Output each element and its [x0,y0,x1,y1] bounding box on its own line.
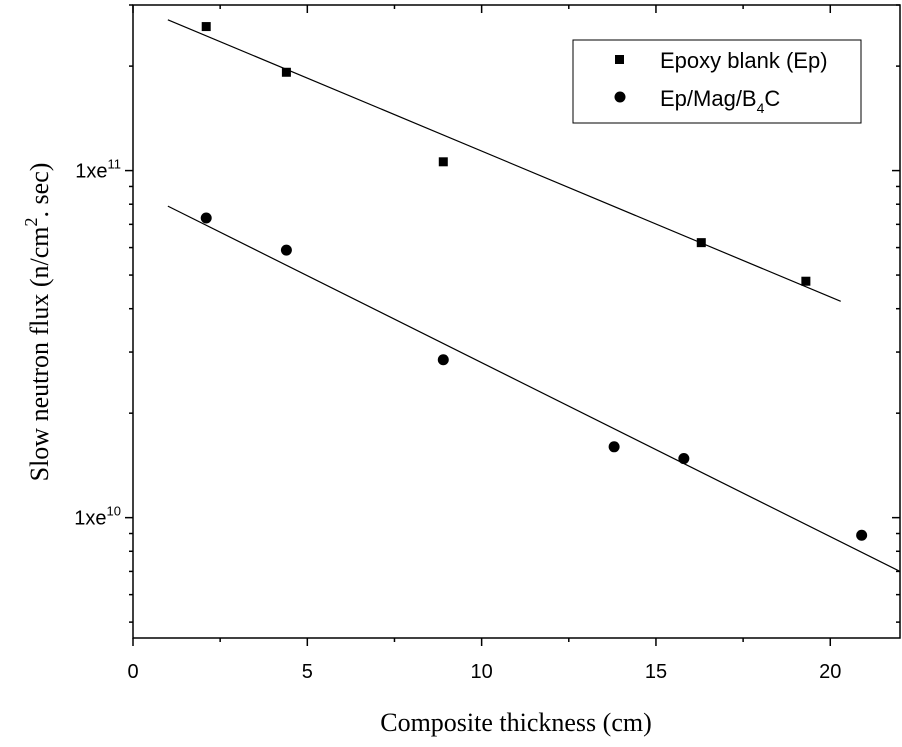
fit-lines [167,19,901,572]
legend: Epoxy blank (Ep) Ep/Mag/B4C [572,39,862,124]
legend-marker-square [615,55,624,64]
data-point-ep-mag-b4c [437,354,449,366]
data-point-ep-mag-b4c [608,441,620,453]
y-axis-title-sup: 2 [21,217,41,226]
x-tick-label: 0 [127,661,138,683]
data-point-epoxy [438,157,448,167]
legend-label-ep-mag-b4c-main: Ep/Mag/B [660,86,757,111]
data-points [200,22,868,541]
data-point-epoxy [801,276,811,286]
data-point-epoxy [281,67,291,77]
legend-marker-circle [614,91,626,103]
y-tick-label: 1xe11 [75,157,121,183]
data-point-epoxy [201,22,211,32]
legend-label-ep-mag-b4c-tail: C [764,86,780,111]
data-point-epoxy [696,238,706,248]
legend-label-ep-mag-b4c: Ep/Mag/B4C [660,86,780,116]
x-tick-label: 5 [302,661,313,683]
data-point-ep-mag-b4c [200,212,212,224]
y-tick-label-exponent: 11 [108,157,122,172]
y-axis-title-main: Slow neutron flux (n/cm [25,226,54,481]
y-tick-label-exponent: 10 [107,504,121,519]
x-tick-label: 10 [471,661,493,683]
x-axis-title: Composite thickness (cm) [380,708,652,737]
legend-label-ep-mag-b4c-sub: 4 [757,100,765,116]
data-point-ep-mag-b4c [678,453,690,465]
y-tick-label-base: 1xe [75,161,107,183]
x-axis-ticks: 0 5 10 15 20 [127,5,841,683]
data-point-ep-mag-b4c [280,244,292,256]
plot-frame [132,4,901,639]
y-axis-title: Slow neutron flux (n/cm2. sec) [21,163,54,482]
fit-line-ep-mag-b4c [167,205,901,572]
legend-box [572,39,862,124]
x-tick-label: 20 [819,661,841,683]
y-tick-label-base: 1xe [74,508,106,530]
y-tick-label: 1xe10 [74,504,121,530]
fit-line-epoxy [167,19,841,302]
x-tick-label: 15 [645,661,667,683]
data-point-ep-mag-b4c [856,529,868,541]
y-axis-title-tail: . sec) [25,163,54,218]
legend-label-epoxy: Epoxy blank (Ep) [660,48,828,73]
